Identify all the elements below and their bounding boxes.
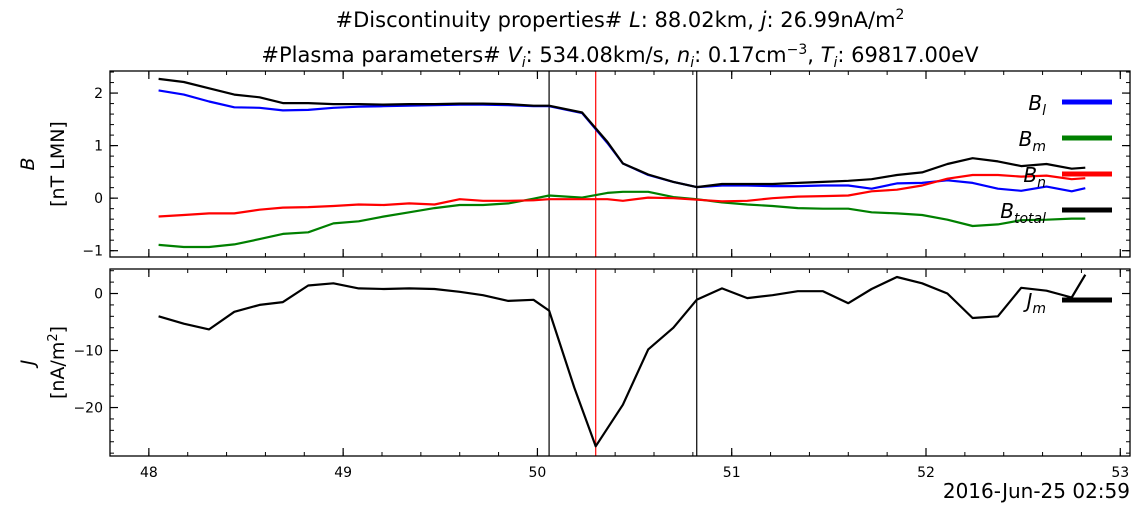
y-axis-symbol: J xyxy=(17,359,39,369)
x-tick-label: 53 xyxy=(1111,465,1129,481)
y-tick-label: 0 xyxy=(94,287,103,303)
x-tick-label: 51 xyxy=(723,465,741,481)
y-axis-label: J [nA/m2] xyxy=(17,326,69,399)
y-axis-symbol: B xyxy=(17,157,39,170)
magnetic-field-panel: −1 0 1 2 Bl Bm Bn Btotal B [nT LMN] xyxy=(17,70,1131,260)
series-line-Bl xyxy=(158,89,1086,193)
y-tick-label: −10 xyxy=(73,344,103,360)
axes-frame xyxy=(109,268,1131,457)
y-tick-label: −1 xyxy=(82,244,103,260)
legend-label-Bm: Bm xyxy=(1019,127,1046,155)
x-tick-label: 50 xyxy=(529,465,547,481)
legend-label-Bl: Bl xyxy=(1028,91,1046,119)
current-density-panel: 48 49 50 51 52 53 −20 −10 0 Jm J [nA/m2] xyxy=(17,268,1131,481)
y-tick-label: 2 xyxy=(94,86,103,102)
series-line-Btotal xyxy=(158,77,1086,189)
x-tick-label: 48 xyxy=(140,465,158,481)
axes-frame xyxy=(109,70,1131,258)
y-tick-label: −20 xyxy=(73,401,103,417)
y-axis-unit: [nA/m2] xyxy=(46,326,69,399)
figure-title: #Discontinuity properties# L: 88.02km, j… xyxy=(261,7,979,71)
y-tick-label: 0 xyxy=(94,191,103,207)
title-line-1: #Discontinuity properties# L: 88.02km, j… xyxy=(336,7,905,32)
timestamp-label: 2016-Jun-25 02:59 xyxy=(943,479,1130,503)
y-tick-label: 1 xyxy=(94,139,103,155)
legend-label-Btotal: Btotal xyxy=(1000,199,1046,227)
y-axis-unit: [nT LMN] xyxy=(47,121,69,207)
series-line-Bn xyxy=(158,173,1086,218)
legend-label-Jm: Jm xyxy=(1022,289,1046,317)
x-tick-label: 52 xyxy=(917,465,935,481)
title-line-2: #Plasma parameters# Vi: 534.08km/s, ni: … xyxy=(261,42,979,71)
minor-ticks xyxy=(109,269,1130,456)
series-line-Jm xyxy=(158,274,1087,448)
legend-label-Bn: Bn xyxy=(1023,163,1046,191)
y-axis-label: B [nT LMN] xyxy=(17,121,69,207)
series-line-Bm xyxy=(158,190,1086,249)
x-tick-label: 49 xyxy=(334,465,352,481)
